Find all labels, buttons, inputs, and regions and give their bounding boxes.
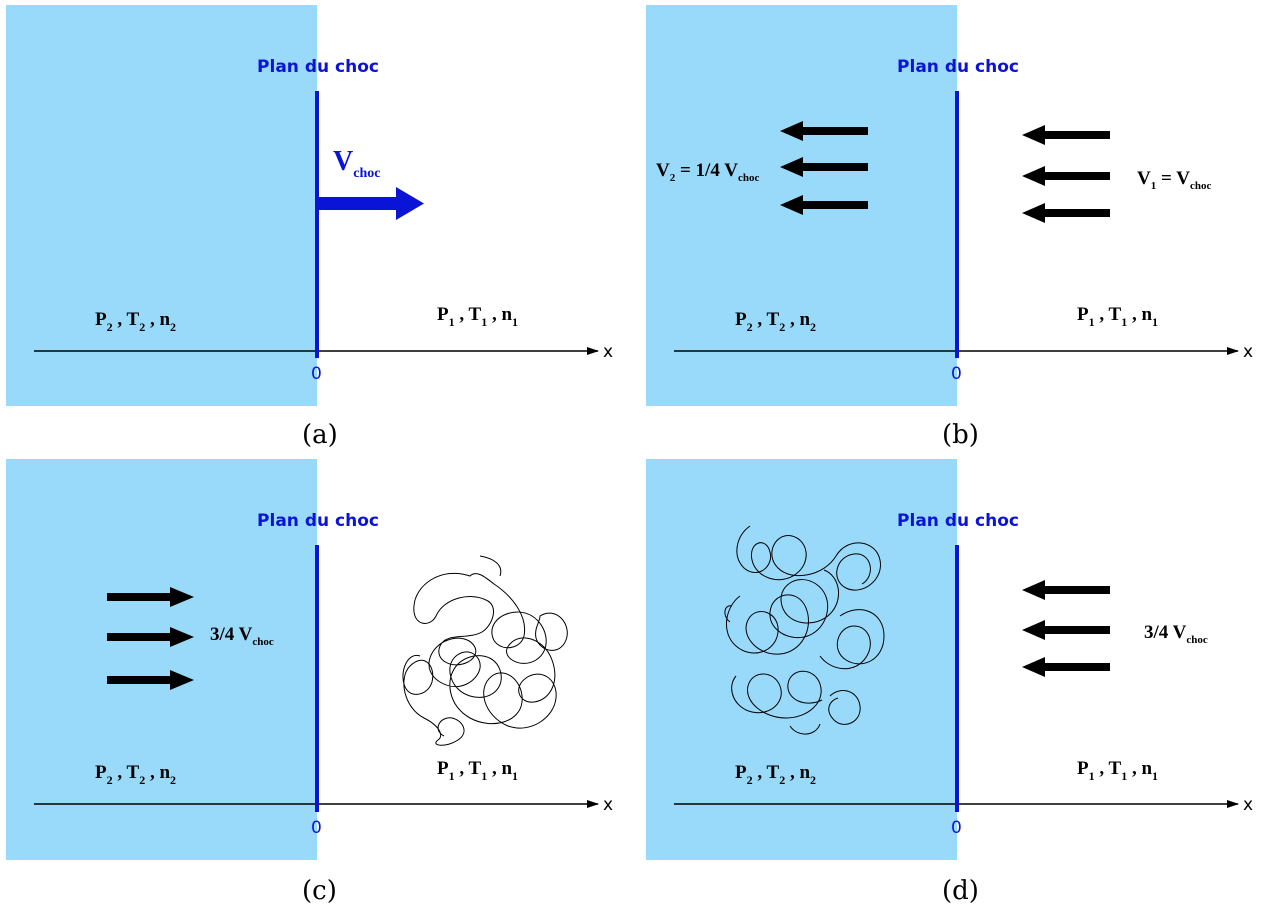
panel-b: Plan du choc x 0 V2 = 1/4 Vchoc V1 = Vch… (640, 0, 1264, 456)
panel-c: Plan du choc x 0 3/4 Vchoc P2 , T2 , n2 … (0, 456, 632, 912)
downstream-state-label: P2 , T2 , n2 (95, 309, 176, 334)
upstream-state-label: P1 , T1 , n1 (1077, 304, 1158, 329)
downstream-region (6, 5, 317, 406)
downstream-region (6, 459, 317, 860)
axis-label: x (1243, 795, 1253, 815)
shock-plane-label: Plan du choc (897, 511, 1019, 531)
origin-label: 0 (311, 364, 322, 384)
flow-arrow-left (1022, 166, 1110, 186)
upstream-velocity-label: V1 = Vchoc (1137, 168, 1211, 192)
upstream-flow-arrows (1022, 580, 1110, 677)
shock-plane-label: Plan du choc (897, 57, 1019, 77)
panel-a: Plan du choc x 0 Vchoc P2 , T2 , n2 P1 ,… (0, 0, 632, 456)
upstream-state-label: P1 , T1 , n1 (437, 758, 518, 783)
axis-label: x (603, 342, 613, 362)
shock-velocity-label: Vchoc (333, 146, 380, 181)
shock-plane-label: Plan du choc (257, 57, 379, 77)
downstream-flow-arrows (780, 121, 868, 215)
panel-c-diagram: Plan du choc x 0 3/4 Vchoc P2 , T2 , n2 … (6, 459, 613, 860)
axis-label: x (603, 795, 613, 815)
caption-b: (b) (942, 420, 979, 450)
flow-arrow-left (780, 195, 868, 215)
shock-velocity-arrow (319, 187, 424, 220)
downstream-state-label: P2 , T2 , n2 (95, 762, 176, 787)
thermal-motion-scribble (402, 555, 568, 746)
flow-arrow-left (1022, 657, 1110, 677)
shock-plane-label: Plan du choc (257, 511, 379, 531)
flow-arrow-right (107, 587, 194, 607)
caption-d: (d) (942, 876, 979, 906)
panel-b-diagram: Plan du choc x 0 V2 = 1/4 Vchoc V1 = Vch… (646, 5, 1253, 406)
upstream-state-label: P1 , T1 , n1 (437, 304, 518, 329)
flow-arrow-left (1022, 125, 1110, 145)
downstream-state-label: P2 , T2 , n2 (735, 309, 816, 334)
origin-label: 0 (311, 818, 322, 838)
downstream-flow-arrows (107, 587, 194, 690)
flow-arrow-left (780, 121, 868, 141)
panel-a-diagram: Plan du choc x 0 Vchoc P2 , T2 , n2 P1 ,… (6, 5, 613, 406)
downstream-region (646, 459, 957, 860)
panel-d-diagram: Plan du choc x 0 3/4 Vchoc P2 , T2 , n2 … (646, 459, 1253, 860)
flow-arrow-left (780, 157, 868, 177)
flow-arrow-right (107, 670, 194, 690)
caption-c: (c) (302, 876, 337, 906)
panel-d: Plan du choc x 0 3/4 Vchoc P2 , T2 , n2 … (640, 456, 1264, 912)
upstream-flow-arrows (1022, 125, 1110, 223)
origin-label: 0 (951, 818, 962, 838)
upstream-velocity-label: 3/4 Vchoc (1144, 622, 1208, 646)
thermal-motion-scribble (724, 525, 885, 735)
downstream-velocity-label: V2 = 1/4 Vchoc (656, 160, 759, 184)
flow-arrow-left (1022, 203, 1110, 223)
origin-label: 0 (951, 364, 962, 384)
axis-label: x (1243, 342, 1253, 362)
upstream-state-label: P1 , T1 , n1 (1077, 758, 1158, 783)
flow-arrow-left (1022, 580, 1110, 600)
downstream-velocity-label: 3/4 Vchoc (210, 624, 274, 648)
flow-arrow-left (1022, 620, 1110, 640)
caption-a: (a) (302, 420, 338, 450)
downstream-state-label: P2 , T2 , n2 (735, 762, 816, 787)
flow-arrow-right (107, 627, 194, 647)
